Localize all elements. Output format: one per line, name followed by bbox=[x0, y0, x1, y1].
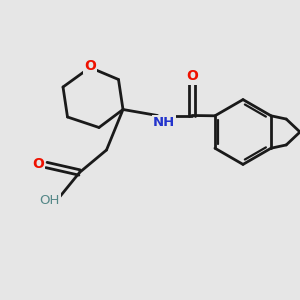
Text: O: O bbox=[186, 70, 198, 83]
Text: OH: OH bbox=[39, 194, 60, 207]
Text: O: O bbox=[32, 157, 44, 170]
Text: O: O bbox=[84, 59, 96, 73]
Text: NH: NH bbox=[153, 116, 175, 129]
